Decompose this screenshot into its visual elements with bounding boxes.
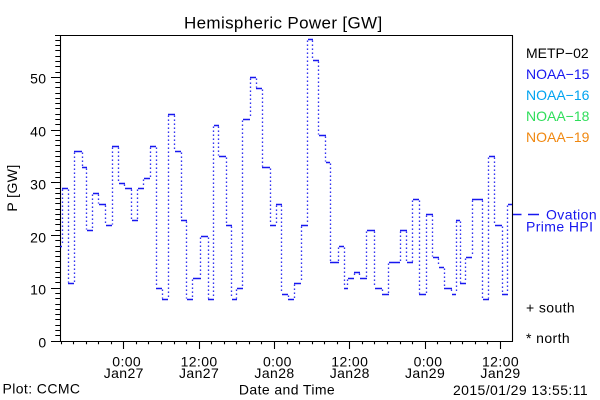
svg-text:Jan29: Jan29: [480, 365, 520, 381]
svg-text:0:00: 0:00: [414, 353, 443, 369]
svg-text:Jan29: Jan29: [405, 365, 445, 381]
svg-text:NOAA−19: NOAA−19: [526, 129, 590, 145]
svg-text:Jan28: Jan28: [254, 365, 294, 381]
svg-text:12:00: 12:00: [482, 353, 519, 369]
svg-text:+ south: + south: [526, 300, 575, 316]
svg-text:2015/01/29 13:55:11: 2015/01/29 13:55:11: [453, 382, 588, 398]
svg-text:30: 30: [30, 177, 46, 193]
svg-text:Prime HPI: Prime HPI: [526, 219, 593, 235]
svg-text:0: 0: [38, 335, 46, 351]
svg-text:METP−02: METP−02: [526, 45, 589, 61]
svg-text:12:00: 12:00: [181, 353, 218, 369]
svg-text:Jan28: Jan28: [330, 365, 370, 381]
svg-text:P [GW]: P [GW]: [4, 164, 20, 211]
svg-text:NOAA−16: NOAA−16: [526, 87, 590, 103]
svg-text:12:00: 12:00: [331, 353, 368, 369]
svg-text:Jan27: Jan27: [179, 365, 219, 381]
svg-text:Ovation: Ovation: [546, 207, 597, 223]
svg-text:Hemispheric Power [GW]: Hemispheric Power [GW]: [184, 14, 383, 33]
svg-text:40: 40: [30, 124, 46, 140]
svg-text:0:00: 0:00: [263, 353, 292, 369]
svg-text:10: 10: [30, 282, 46, 298]
svg-text:Plot: CCMC: Plot: CCMC: [3, 381, 81, 397]
svg-text:NOAA−18: NOAA−18: [526, 108, 590, 124]
svg-text:Jan27: Jan27: [104, 365, 144, 381]
svg-text:* north: * north: [526, 330, 570, 346]
svg-text:20: 20: [30, 230, 46, 246]
svg-text:0:00: 0:00: [112, 353, 141, 369]
svg-text:Date and Time: Date and Time: [239, 382, 335, 398]
svg-text:50: 50: [30, 71, 46, 87]
svg-text:NOAA−15: NOAA−15: [526, 66, 590, 82]
